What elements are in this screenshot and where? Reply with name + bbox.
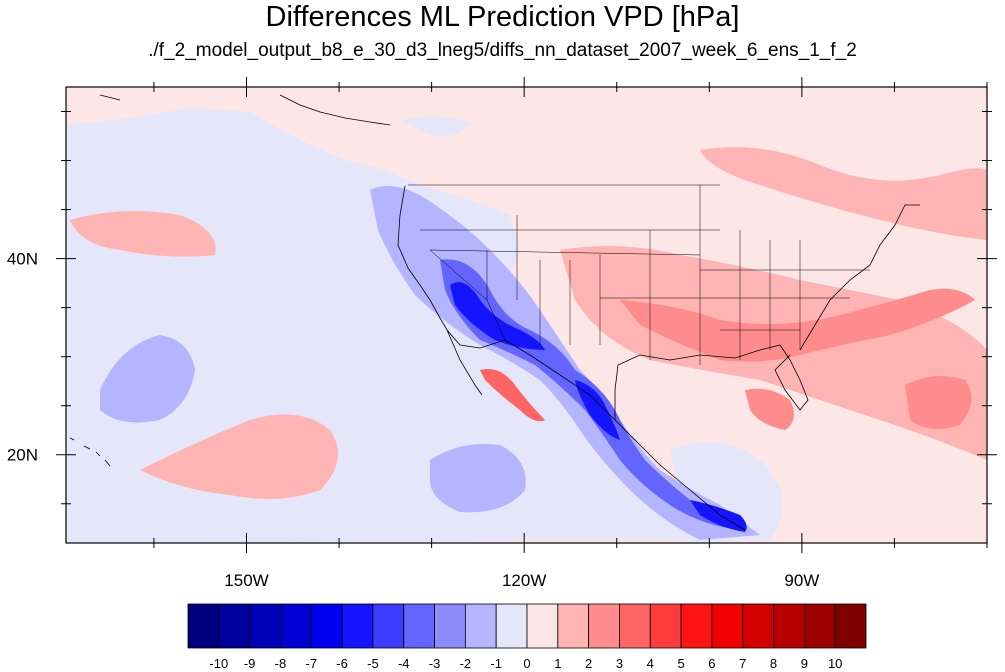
colorbar-label: 3: [616, 656, 623, 671]
map-ticks: [56, 77, 997, 553]
map-subtitle: ./f_2_model_output_b8_e_30_d3_lneg5/diff…: [148, 40, 857, 61]
lon-tick-label: 90W: [784, 571, 819, 590]
deep-blue-region-mexico: [575, 380, 620, 440]
lat-tick-label: 40N: [7, 250, 38, 269]
colorbar-label: 10: [828, 656, 842, 671]
colorbar-label: 8: [770, 656, 777, 671]
colorbar-labels: -10 -9 -8 -7 -6 -5 -4 -3 -2 -1 0 1 2 3 4 5 6 7 8 9 10: [209, 656, 842, 671]
colorbar-label: 5: [677, 656, 684, 671]
colorbar-label: 2: [585, 656, 592, 671]
colorbar-label: -4: [398, 656, 410, 671]
colorbar-swatch: [588, 603, 620, 649]
blue-region-subtropic: [430, 444, 526, 513]
red-region-gulf: [745, 388, 794, 430]
colorbar-swatch: [218, 603, 251, 649]
colorbar-swatch: [434, 603, 466, 649]
colorbar-label: -8: [275, 656, 287, 671]
anomaly-field: [66, 87, 987, 543]
light-blue-region-north: [400, 116, 470, 137]
colorbar-swatch: [526, 603, 559, 649]
colorbar-swatch: [372, 603, 405, 649]
colorbar-label: -5: [367, 656, 379, 671]
colorbar-swatch: [187, 603, 220, 649]
colorbar-label: -2: [460, 656, 472, 671]
colorbar-swatch: [834, 603, 867, 649]
red-region-southeast-us: [620, 288, 975, 362]
colorbar-label: 6: [708, 656, 715, 671]
colorbar-swatch: [495, 603, 528, 649]
lon-tick-label: 120W: [502, 571, 546, 590]
colorbar-swatch: [680, 603, 713, 649]
alaska-coastline: [99, 94, 391, 126]
colorbar-swatch: [773, 603, 805, 649]
colorbar-swatch: [619, 603, 651, 649]
deep-blue-region-central-america: [690, 500, 747, 532]
colorbar-swatch: [742, 603, 774, 649]
lat-tick-label: 20N: [7, 446, 38, 465]
north-america-coastline: [397, 185, 920, 531]
colorbar-label: -1: [490, 656, 502, 671]
red-region-baja-strip: [480, 369, 545, 422]
hawaii-islands: [69, 437, 111, 467]
map-tick-labels: 150W 120W 90W 40N 20N: [7, 250, 820, 590]
colorbar-label: 0: [523, 656, 530, 671]
deep-blue-region-california: [450, 282, 545, 350]
colorbar-swatch: [249, 603, 281, 649]
colorbar: [187, 603, 867, 649]
map-title: Differences ML Prediction VPD [hPa]: [265, 1, 740, 33]
colorbar-label: 4: [647, 656, 654, 671]
red-region-south-pacific: [140, 414, 338, 499]
colorbar-label: -10: [209, 656, 228, 671]
colorbar-swatch: [649, 603, 682, 649]
colorbar-swatch: [341, 603, 374, 649]
colorbar-swatch: [464, 603, 497, 649]
colorbar-label: 9: [801, 656, 808, 671]
map-frame: [65, 86, 988, 544]
colorbar-label: 7: [739, 656, 746, 671]
blue-region-pacific-gyre: [100, 335, 195, 423]
red-region-west-pacific: [70, 211, 216, 257]
colorbar-swatch: [403, 603, 435, 649]
colorbar-swatch: [711, 603, 744, 649]
colorbar-label: 1: [554, 656, 561, 671]
colorbar-swatch: [310, 603, 343, 649]
lon-tick-label: 150W: [224, 571, 268, 590]
colorbar-swatch: [803, 603, 836, 649]
red-region-north-atlantic: [700, 147, 987, 240]
colorbar-swatch: [557, 603, 590, 649]
colorbar-label: -3: [429, 656, 441, 671]
state-boundaries: [408, 184, 870, 365]
colorbar-swatch: [280, 603, 312, 649]
red-region-florida-east: [905, 376, 972, 429]
colorbar-label: -9: [244, 656, 256, 671]
colorbar-label: -7: [305, 656, 317, 671]
colorbar-label: -6: [336, 656, 348, 671]
